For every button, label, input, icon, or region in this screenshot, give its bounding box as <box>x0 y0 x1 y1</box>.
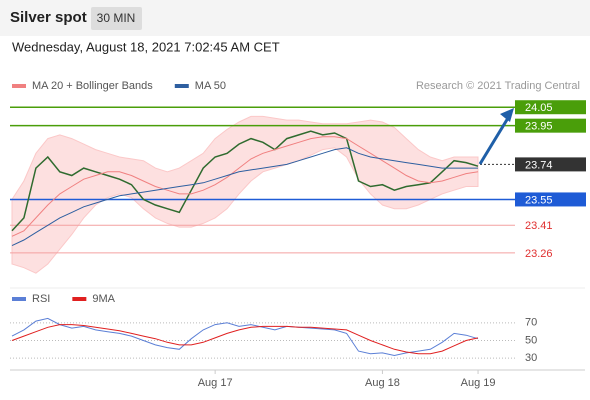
title: Silver spot <box>10 9 87 26</box>
x-tick-label: Aug 18 <box>365 377 400 389</box>
projection-arrow <box>478 117 510 165</box>
level-box <box>515 100 586 115</box>
x-tick-label: Aug 19 <box>461 377 496 389</box>
series-line <box>11 136 479 237</box>
legend-label: MA 50 <box>195 80 226 92</box>
arrow-head <box>500 108 514 122</box>
date: Wednesday, August 18, 2021 7:02:45 AM CE… <box>12 39 280 54</box>
level-label: 23.74 <box>525 159 553 171</box>
y-tick-label: 30 <box>525 352 537 364</box>
level-box <box>515 192 586 207</box>
level-box <box>515 118 586 133</box>
level-label: 23.26 <box>525 248 553 260</box>
interval-label[interactable]: 30 MIN <box>97 11 136 25</box>
x-tick-label: Aug 17 <box>198 377 233 389</box>
legend-swatch <box>12 84 26 88</box>
level-label: 23.41 <box>525 220 553 232</box>
interval-button[interactable] <box>91 7 142 30</box>
series-line <box>11 324 479 355</box>
legend-swatch <box>72 297 87 301</box>
bollinger-band <box>11 115 479 274</box>
level-box <box>515 157 586 172</box>
legend-label: 9MA <box>92 293 115 305</box>
series-line <box>11 317 479 357</box>
header-bar <box>0 0 590 36</box>
legend-swatch <box>12 297 26 301</box>
series-line <box>11 130 479 232</box>
legend-swatch <box>174 84 189 88</box>
credit: Research © 2021 Trading Central <box>416 80 580 92</box>
level-label: 23.95 <box>525 121 553 133</box>
y-tick-label: 50 <box>525 334 537 346</box>
level-label: 23.55 <box>525 194 553 206</box>
y-tick-label: 70 <box>525 317 537 329</box>
legend-label: RSI <box>32 293 50 305</box>
series-line <box>11 147 478 247</box>
legend-label: MA 20 + Bollinger Bands <box>32 80 153 92</box>
level-label: 24.05 <box>525 102 553 114</box>
